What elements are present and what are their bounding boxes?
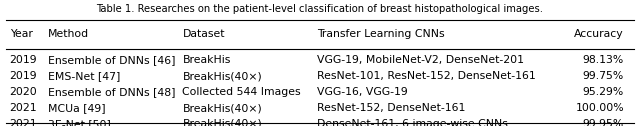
Text: 2021: 2021 (10, 103, 37, 113)
Text: 3E-Net [50]: 3E-Net [50] (48, 119, 111, 126)
Text: ResNet-101, ResNet-152, DenseNet-161: ResNet-101, ResNet-152, DenseNet-161 (317, 71, 536, 81)
Text: EMS-Net [47]: EMS-Net [47] (48, 71, 120, 81)
Text: 2019: 2019 (10, 71, 37, 81)
Text: Method: Method (48, 29, 89, 39)
Text: 95.29%: 95.29% (583, 87, 624, 97)
Text: DenseNet-161, 6 image-wise CNNs: DenseNet-161, 6 image-wise CNNs (317, 119, 508, 126)
Text: BreakHis(40×): BreakHis(40×) (182, 71, 262, 81)
Text: VGG-16, VGG-19: VGG-16, VGG-19 (317, 87, 408, 97)
Text: Dataset: Dataset (182, 29, 225, 39)
Text: Ensemble of DNNs [46]: Ensemble of DNNs [46] (48, 55, 175, 66)
Text: VGG-19, MobileNet-V2, DenseNet-201: VGG-19, MobileNet-V2, DenseNet-201 (317, 55, 524, 66)
Text: BreakHis(40×): BreakHis(40×) (182, 103, 262, 113)
Text: 100.00%: 100.00% (575, 103, 624, 113)
Text: 98.13%: 98.13% (583, 55, 624, 66)
Text: ResNet-152, DenseNet-161: ResNet-152, DenseNet-161 (317, 103, 465, 113)
Text: BreakHis(40×): BreakHis(40×) (182, 119, 262, 126)
Text: 99.95%: 99.95% (583, 119, 624, 126)
Text: 99.75%: 99.75% (583, 71, 624, 81)
Text: Transfer Learning CNNs: Transfer Learning CNNs (317, 29, 444, 39)
Text: 2019: 2019 (10, 55, 37, 66)
Text: 2021: 2021 (10, 119, 37, 126)
Text: Accuracy: Accuracy (574, 29, 624, 39)
Text: BreakHis: BreakHis (182, 55, 231, 66)
Text: Table 1. Researches on the patient-level classification of breast histopathologi: Table 1. Researches on the patient-level… (97, 4, 543, 14)
Text: Year: Year (10, 29, 33, 39)
Text: Collected 544 Images: Collected 544 Images (182, 87, 301, 97)
Text: MCUa [49]: MCUa [49] (48, 103, 106, 113)
Text: Ensemble of DNNs [48]: Ensemble of DNNs [48] (48, 87, 175, 97)
Text: 2020: 2020 (10, 87, 37, 97)
